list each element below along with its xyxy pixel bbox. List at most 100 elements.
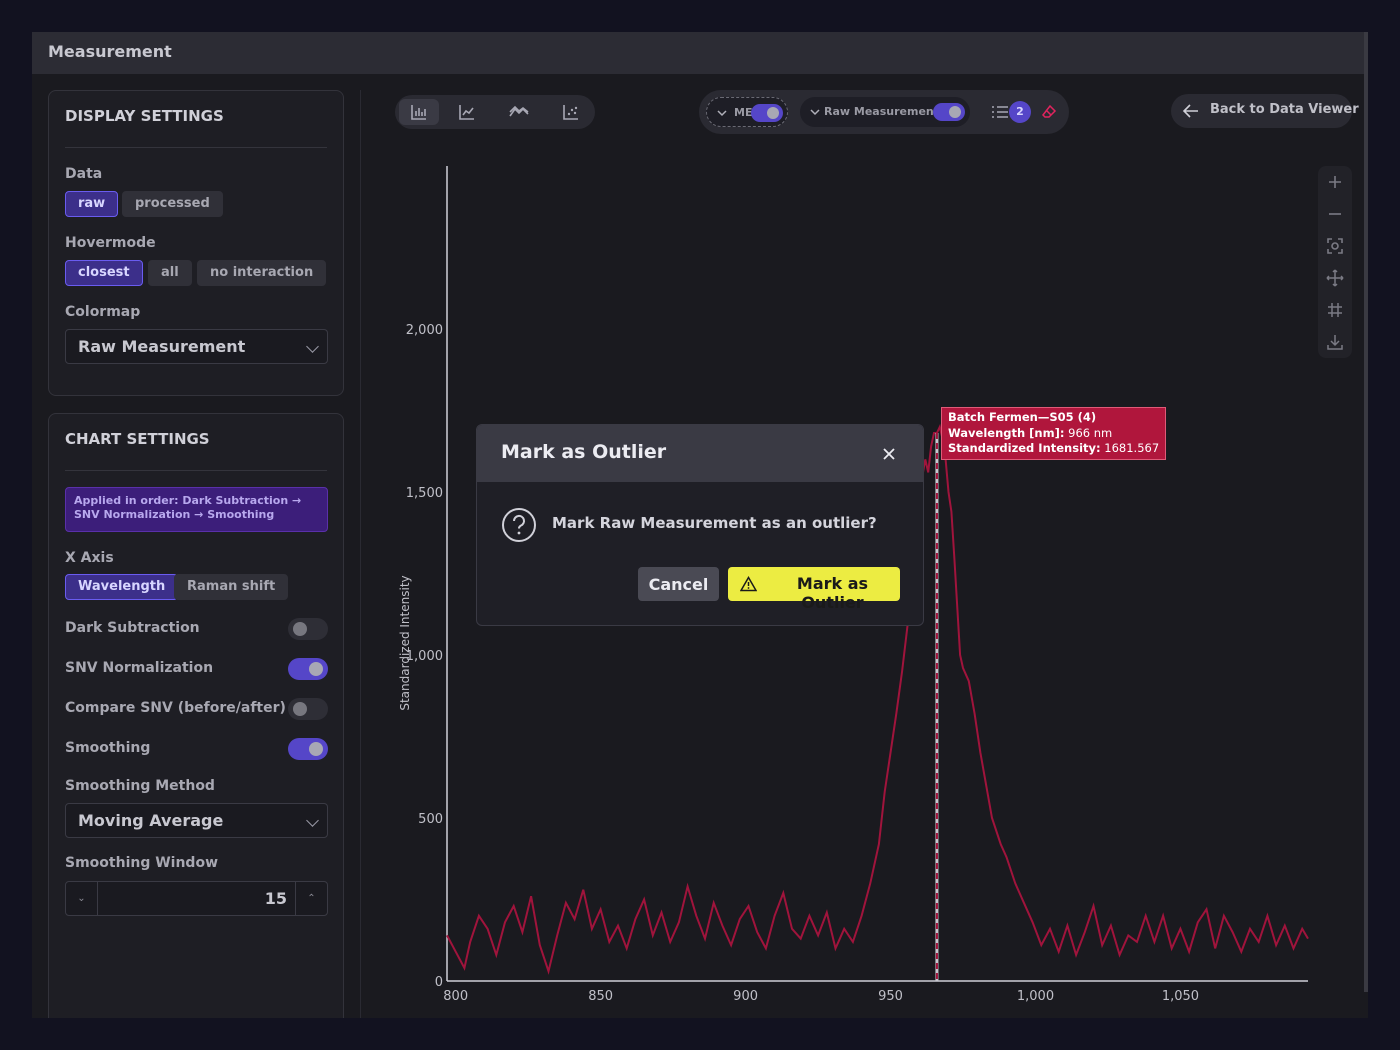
y-tick-label: 2,000 [406,323,443,338]
data-option-raw[interactable]: raw [65,191,119,217]
hovermode-option-closest[interactable]: closest [65,260,143,286]
hovermode-label: Hovermode [65,235,156,251]
window-titlebar: Measurement [32,32,1364,74]
chart-settings-panel: CHART SETTINGS Applied in order: Dark Su… [48,413,344,1018]
snv-normalization-label: SNV Normalization [65,660,214,676]
x-axis-option-wavelength[interactable]: Wavelength [65,574,179,600]
me-label: ME [734,106,753,119]
hovermode-option-all[interactable]: all [148,260,192,286]
legend-count-badge[interactable]: 2 [1009,101,1031,123]
colormap-value: Raw Measurement [78,337,246,356]
y-tick-label: 0 [435,975,443,990]
line-chart-icon [459,105,474,120]
x-tick-label: 900 [733,989,758,1004]
back-label: Back to Data Viewer [1210,102,1359,117]
dialog-title: Mark as Outlier [501,441,667,463]
raw-measurements-label: Raw Measurements [824,105,946,118]
chart-modebar [1318,166,1352,358]
me-toggle[interactable] [751,104,783,122]
divider [65,147,327,148]
chart-type-toolbar [395,95,595,129]
chevron-down-icon [717,110,727,117]
scatter-button[interactable] [551,99,591,125]
x-axis-option-raman-shift[interactable]: Raman shift [174,574,289,600]
cancel-button[interactable]: Cancel [638,567,719,601]
close-icon[interactable] [881,446,897,462]
dark-subtraction-toggle[interactable] [288,618,328,640]
display-settings-panel: DISPLAY SETTINGS Data raw processed Hove… [48,90,344,396]
multi-line-button[interactable] [499,99,539,125]
compare-snv-toggle[interactable] [288,698,328,720]
scatter-icon [563,105,578,120]
chart-axes [446,166,1308,982]
hover-tooltip: Batch Fermen—S05 (4) Wavelength [nm]: 96… [941,407,1167,460]
snv-normalization-toggle[interactable] [288,658,328,680]
tooltip-intensity-label: Standardized Intensity: [948,441,1101,455]
warning-icon [740,576,757,592]
arrow-left-icon [1182,104,1198,118]
bar-chart-icon [411,105,426,120]
data-option-processed[interactable]: processed [122,191,223,217]
multi-line-icon [509,105,529,117]
decrement-button[interactable]: ⌄ [66,882,98,915]
series-controls-toolbar: ME Raw Measurements 2 [699,90,1069,134]
dark-subtraction-label: Dark Subtraction [65,620,200,636]
display-settings-heading: DISPLAY SETTINGS [65,107,224,125]
dialog-header: Mark as Outlier [477,425,923,482]
me-group-control[interactable]: ME [706,97,788,127]
download-icon[interactable] [1326,333,1344,351]
bar-chart-button[interactable] [399,99,439,125]
increment-button[interactable]: ⌃ [295,882,327,915]
zoom-out-icon[interactable] [1326,205,1344,223]
tooltip-series: Batch Fermen—S05 (4) [948,410,1097,424]
question-icon [502,508,536,542]
x-tick-label: 800 [443,989,468,1004]
raw-measurements-control[interactable]: Raw Measurements [800,97,970,127]
y-ticks: 0 500 1,000 1,500 2,000 [406,323,443,990]
divider [65,470,327,471]
smoothing-method-label: Smoothing Method [65,778,215,794]
chevron-down-icon [810,109,820,116]
smoothing-toggle[interactable] [288,738,328,760]
back-to-data-viewer-button[interactable]: Back to Data Viewer [1171,94,1359,128]
smoothing-method-value: Moving Average [78,811,224,830]
tooltip-wavelength-value: 966 nm [1068,425,1113,440]
vertical-scrollbar[interactable] [1364,32,1368,992]
smoothing-method-select[interactable]: Moving Average [65,803,328,838]
list-icon[interactable] [991,105,1009,119]
chevron-down-icon [306,814,319,827]
pan-icon[interactable] [1326,269,1344,287]
autoscale-icon[interactable] [1326,237,1344,255]
smoothing-window-stepper[interactable]: ⌄ 15 ⌃ [65,881,328,916]
y-tick-label: 500 [418,812,443,827]
mark-outlier-dialog: Mark as Outlier Mark Raw Measurement as … [476,424,924,626]
colormap-select[interactable]: Raw Measurement [65,329,328,364]
mark-as-outlier-button[interactable]: Mark as Outlier [728,567,900,612]
x-axis-label: X Axis [65,550,114,566]
window-title: Measurement [48,42,172,61]
x-tick-label: 950 [878,989,903,1004]
raw-measurements-toggle[interactable] [933,103,965,121]
pipeline-note: Applied in order: Dark Subtraction → SNV… [65,487,328,532]
x-tick-label: 1,000 [1017,989,1054,1004]
data-label: Data [65,166,103,182]
hovermode-option-no-interaction[interactable]: no interaction [197,260,327,286]
smoothing-window-value[interactable]: 15 [264,889,287,908]
mark-as-outlier-label: Mark as Outlier [796,574,869,612]
dialog-message: Mark Raw Measurement as an outlier? [552,514,877,532]
grid-icon[interactable] [1326,301,1344,319]
smoothing-label: Smoothing [65,740,151,756]
line-chart-button[interactable] [447,99,487,125]
eraser-icon[interactable] [1041,104,1057,120]
y-tick-label: 1,500 [406,486,443,501]
colormap-label: Colormap [65,304,141,320]
compare-snv-label: Compare SNV (before/after) [65,700,286,716]
tooltip-wavelength-label: Wavelength [nm]: [948,425,1065,440]
zoom-in-icon[interactable] [1326,173,1344,191]
chevron-down-icon [306,340,319,353]
x-tick-label: 850 [588,989,613,1004]
smoothing-window-label: Smoothing Window [65,855,219,871]
chart-settings-heading: CHART SETTINGS [65,430,210,448]
y-axis-title: Standardized Intensity [398,575,412,710]
x-tick-label: 1,050 [1162,989,1199,1004]
